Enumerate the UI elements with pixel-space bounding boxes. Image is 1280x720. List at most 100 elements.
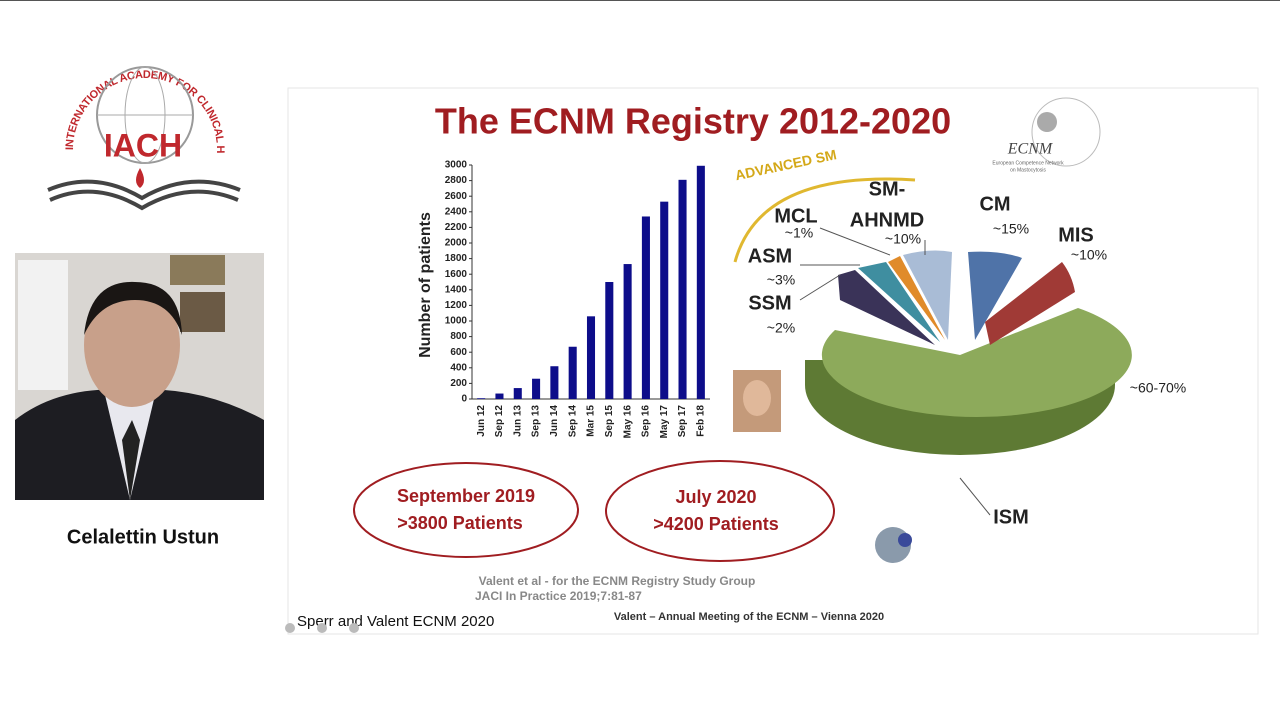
cell: [898, 533, 912, 547]
caption: Sperr and Valent ECNM 2020: [297, 613, 494, 630]
bar: [678, 179, 687, 399]
x-tick-label: Sep 14: [567, 405, 578, 438]
x-tick-label: Jun 14: [549, 405, 560, 437]
logo-name: IACH: [104, 127, 182, 163]
bar: [623, 264, 632, 399]
y-tick-label: 1400: [445, 284, 468, 295]
hair: [84, 281, 182, 335]
cell-image: [875, 527, 912, 563]
cm-slice: [968, 251, 1022, 340]
bar: [495, 393, 504, 399]
advanced-arc: [733, 177, 916, 263]
y-tick-label: 2800: [445, 175, 468, 186]
y-tick-label: 600: [450, 347, 467, 358]
bar: [477, 398, 486, 399]
webcam: [15, 253, 264, 500]
leader: [959, 477, 991, 516]
leader: [819, 227, 891, 256]
ssm-slice: [838, 270, 935, 345]
ecnm-dot: [1037, 112, 1057, 132]
y-axis-label: Number of patients: [417, 212, 434, 358]
pie-label: MCL: [774, 205, 817, 227]
x-tick-label: Sep 13: [531, 405, 542, 438]
iach-logo: INTERNATIONAL ACADEMY FOR CLINICAL HEMAT…: [0, 0, 241, 211]
y-tick-label: 1000: [445, 316, 468, 327]
pie-pct: ~15%: [993, 221, 1029, 237]
citation: JACI In Practice 2019;7:81-87: [475, 589, 642, 603]
ecnm-circle: [1031, 97, 1101, 167]
ecnm-subtitle: European Competence Network: [992, 160, 1064, 166]
drop: [136, 168, 144, 188]
oval: [605, 460, 835, 562]
bar-chart: 0 200 400 600 800 1000 1200 1400 1600 1800 2000 220…: [445, 160, 710, 439]
pie-pct: ~60-70%: [1130, 380, 1186, 396]
x-tick-label: Sep 15: [604, 405, 615, 438]
prev-button[interactable]: [285, 623, 295, 633]
pie-pct: ~2%: [767, 320, 795, 336]
oval-text: >3800 Patients: [397, 513, 523, 533]
pie-label: AHNMD: [850, 209, 924, 231]
portrait-face: [743, 380, 771, 416]
y-tick-label: 200: [450, 378, 467, 389]
x-tick-label: May 17: [659, 405, 670, 439]
bar: [568, 346, 577, 399]
tie: [122, 420, 140, 500]
pie: ADVANCED SM CM MIS SM- AHNMD MCL ASM SSM…: [733, 146, 1186, 528]
ecnm-name: ECNM: [1007, 141, 1054, 158]
face: [84, 283, 180, 407]
pie-label: CM: [979, 193, 1010, 215]
bar: [550, 366, 559, 399]
sm-ahnmd-slice: [903, 250, 952, 340]
pie-pct: ~10%: [1071, 247, 1107, 263]
pie-label: SM-: [869, 178, 906, 200]
y-tick-label: 400: [450, 362, 467, 373]
frame: [170, 255, 225, 285]
pie-label: SSM: [748, 292, 791, 314]
slide-footer: Valent – Annual Meeting of the ECNM – Vi…: [614, 611, 884, 623]
y-tick-label: 2200: [445, 222, 468, 233]
next-button[interactable]: [349, 623, 359, 633]
slide-title: The ECNM Registry 2012-2020: [435, 101, 951, 142]
pie-pct: ~3%: [767, 272, 795, 288]
mcl-slice: [888, 256, 945, 340]
pie-label: MIS: [1058, 224, 1094, 246]
y-tick-label: 1800: [445, 253, 468, 264]
control-button[interactable]: [317, 623, 327, 633]
pie-pct: ~10%: [885, 231, 921, 247]
x-tick-label: Sep 17: [677, 405, 688, 438]
x-tick-label: Mar 15: [586, 405, 597, 437]
ecnm-logo: ECNM European Competence Network on Mast…: [992, 97, 1101, 173]
citation: Valent et al - for the ECNM Registry Stu…: [479, 574, 756, 588]
y-tick-label: 2400: [445, 206, 468, 217]
ecnm-subtitle: on Mastocytosis: [1010, 167, 1046, 173]
y-tick-label: 1600: [445, 269, 468, 280]
oval-text: September 2019: [397, 486, 535, 506]
asm-slice: [858, 262, 940, 342]
oval: [353, 462, 579, 558]
ism-slice: [821, 308, 1132, 417]
bar: [641, 216, 650, 399]
y-tick-label: 2600: [445, 191, 468, 202]
bar: [586, 316, 596, 399]
pie-pct: ~1%: [785, 225, 813, 241]
x-tick-label: Jun 13: [512, 405, 523, 437]
pie-label: ISM: [993, 506, 1029, 528]
speaker-name: Celalettin Ustun: [67, 526, 219, 548]
oval-text: >4200 Patients: [653, 514, 779, 534]
x-tick-label: Sep 12: [494, 405, 505, 438]
x-tick-label: Sep 16: [641, 405, 652, 438]
oval-text: July 2020: [675, 487, 756, 507]
mis-slice: [985, 262, 1075, 345]
y-tick-label: 2000: [445, 238, 468, 249]
y-tick-label: 800: [450, 331, 467, 342]
player-controls[interactable]: [285, 623, 359, 633]
bar: [532, 378, 541, 399]
bar: [660, 201, 669, 399]
pie-label: ASM: [748, 245, 792, 267]
bar: [605, 282, 614, 399]
bar: [513, 388, 522, 399]
x-tick-label: Jun 12: [476, 405, 487, 437]
coat: [18, 260, 68, 390]
